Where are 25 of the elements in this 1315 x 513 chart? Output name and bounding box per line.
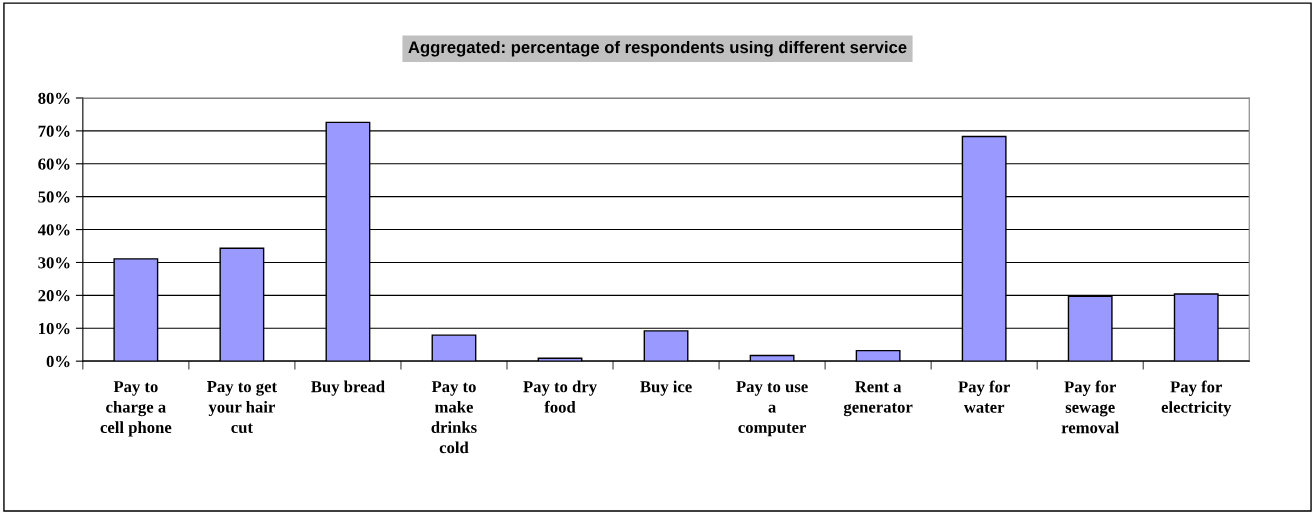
y-tick-label: 80% — [38, 92, 70, 104]
x-tick-label: Buy ice — [640, 380, 692, 396]
bar — [749, 354, 795, 362]
y-tick-label: 50% — [38, 191, 70, 203]
bar — [431, 334, 477, 362]
x-tick-label: Pay to charge a cell phone — [100, 381, 172, 437]
x-tick-label: Pay for water — [958, 380, 1010, 413]
bar — [537, 357, 583, 362]
x-tick-label: Pay to make drinks cold — [431, 381, 477, 454]
x-tick-label: Pay to get your hair cut — [207, 381, 277, 434]
x-tick-label: Pay to use a computer — [736, 381, 808, 437]
y-tick-label: 30% — [38, 257, 70, 269]
y-tick-label: 20% — [38, 290, 70, 302]
chart-title: Aggregated: percentage of respondents using different service — [408, 40, 907, 57]
bar — [855, 349, 901, 362]
y-tick-label: 0% — [46, 355, 70, 368]
y-tick-label: 10% — [39, 322, 70, 335]
y-tick-label: 60% — [38, 158, 70, 170]
x-tick-label: Pay for electricity — [1161, 380, 1232, 417]
x-tick-label: Pay for sewage removal — [1061, 380, 1119, 434]
x-tick-label: Buy bread — [311, 380, 385, 396]
y-tick-label: 70% — [38, 125, 70, 137]
x-tick-label: Rent a generator — [843, 381, 913, 417]
y-tick-label: 40% — [37, 224, 70, 236]
x-tick-label: Pay to dry food — [523, 380, 597, 413]
